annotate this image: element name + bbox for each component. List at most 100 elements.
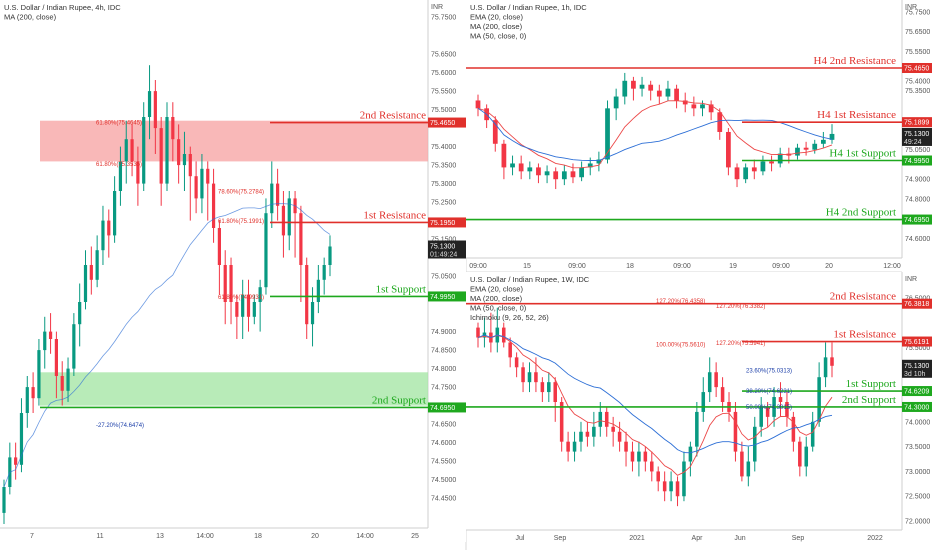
x-tick-label: 14:00 [356, 533, 374, 540]
candle-body [194, 176, 198, 199]
candle-body [630, 451, 635, 462]
candle-body [547, 382, 551, 393]
panel-1h[interactable]: 75.7500 75.6500 75.5500 75.4650 75.4000 75.35… [466, 0, 932, 272]
y-tick-label: 74.6000 [905, 236, 930, 243]
candle-body [518, 163, 524, 172]
candle-body [760, 161, 766, 172]
candle-body [720, 387, 725, 402]
x-tick-label: 7 [30, 533, 34, 540]
price-axis [428, 0, 466, 542]
y-tick-label: 75.5000 [431, 107, 456, 114]
y-tick-label: 74.7500 [431, 385, 456, 392]
fib-label: -27.20%(74.6474) [96, 423, 144, 429]
candle-body [751, 167, 757, 172]
y-tick-label: 75.4000 [431, 144, 456, 151]
candle-body [159, 128, 163, 184]
candle-body [246, 294, 251, 317]
y-tick-label: 73.5000 [905, 444, 930, 451]
candle-body [605, 108, 610, 160]
candle-body [130, 139, 134, 162]
price-tag-text: 75.1300 [430, 244, 455, 251]
candle-body [810, 421, 815, 447]
candle-body [19, 413, 24, 465]
chart-header: MA (200, close) [4, 13, 57, 22]
x-tick-label: 09:00 [469, 263, 487, 270]
candle-body [637, 451, 641, 462]
candle-body [527, 167, 533, 172]
panel-4h[interactable]: 75.7500 75.6500 75.6000 75.5500 75.5000 75.46… [0, 0, 466, 542]
x-tick-label: 2021 [629, 535, 645, 542]
candle-body [611, 426, 615, 432]
fib-label: 61.80%(75.1991) [218, 219, 264, 225]
candle-body [540, 382, 545, 393]
x-tick-label: 14:00 [196, 533, 214, 540]
level-label: H4 2nd Resistance [814, 55, 897, 67]
candle-body [572, 441, 577, 452]
candle-body [777, 153, 783, 164]
candle-body [648, 84, 654, 91]
x-tick-label: 25 [411, 533, 419, 540]
candle-body [521, 367, 525, 383]
currency-label: INR [431, 4, 443, 11]
y-tick-label: 74.4500 [431, 496, 456, 503]
candle-body [785, 402, 789, 417]
level-tag-text: 74.6209 [904, 389, 929, 396]
candle-body [665, 88, 671, 97]
candle-body [585, 431, 590, 437]
price-timer: 01:49:24 [430, 252, 457, 259]
candle-body [617, 431, 622, 442]
candle-body [476, 327, 480, 338]
y-tick-label: 75.3500 [905, 88, 930, 95]
candle-body [820, 139, 826, 144]
candle-body [592, 426, 596, 437]
candle-body [514, 357, 519, 368]
candle-body [142, 117, 146, 184]
candle-body [804, 446, 809, 467]
candle-body [650, 461, 654, 472]
price-tag [902, 127, 932, 146]
y-tick-label: 74.6500 [431, 422, 456, 429]
chart-header: U.S. Dollar / Indian Rupee, 4h, IDC [4, 3, 121, 12]
y-tick-label: 72.5000 [905, 494, 930, 501]
y-tick-label: 75.7500 [431, 15, 456, 22]
fib-label: 50.00%(74.3015) [746, 405, 792, 411]
candle-body [147, 91, 152, 117]
price-tag [902, 359, 932, 378]
candle-body [501, 143, 507, 168]
candle-body [631, 80, 636, 89]
candle-body [656, 471, 660, 482]
x-tick-label: 20 [311, 533, 319, 540]
level-tag [428, 217, 466, 228]
y-tick-label: 74.8000 [431, 366, 456, 373]
candle-body [264, 213, 268, 288]
candle-body [60, 376, 64, 391]
x-tick-label: 12:00 [883, 263, 901, 270]
candle-body [726, 131, 731, 168]
y-tick-label: 75.5500 [431, 89, 456, 96]
level-tag-text: 75.1950 [430, 220, 455, 227]
y-tick-label: 74.5500 [431, 459, 456, 466]
candle-body [613, 96, 619, 109]
panel-1w[interactable]: 76.500076.381875.619175.500075.130074.62… [466, 272, 932, 544]
y-tick-label: 74.8000 [905, 196, 930, 203]
candle-body [778, 397, 783, 402]
level-label: 2nd Support [372, 394, 426, 406]
ema-line [477, 335, 833, 476]
y-tick-label: 75.5000 [905, 345, 930, 352]
x-tick-label: Jun [734, 535, 745, 542]
candle-body [316, 279, 320, 302]
chart-header: MA (200, close) [470, 22, 523, 31]
candle-body [708, 104, 714, 113]
candle-body [124, 139, 128, 162]
candle-body [72, 324, 76, 369]
level-label: 1st Support [846, 378, 896, 390]
candle-body [579, 167, 584, 178]
candle-body [675, 481, 680, 497]
currency-label: INR [905, 4, 917, 11]
level-tag-text: 74.3000 [904, 404, 929, 411]
level-label: 2nd Support [842, 394, 896, 406]
level-tag-text: 74.6950 [904, 217, 929, 224]
plot-area [0, 0, 428, 528]
ma-line [477, 107, 833, 161]
